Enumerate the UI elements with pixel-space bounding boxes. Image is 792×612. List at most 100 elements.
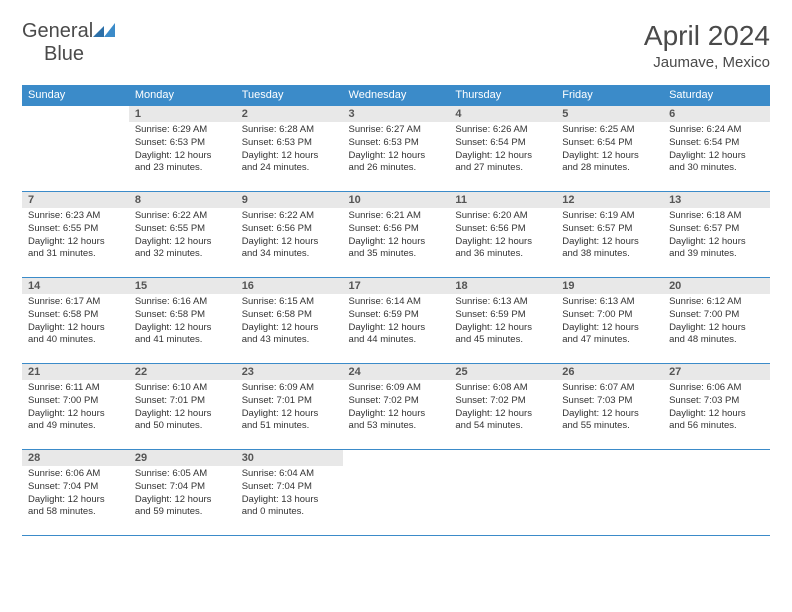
calendar-cell: 10Sunrise: 6:21 AMSunset: 6:56 PMDayligh… [343,192,450,278]
calendar-cell: 28Sunrise: 6:06 AMSunset: 7:04 PMDayligh… [22,450,129,536]
calendar-row: 7Sunrise: 6:23 AMSunset: 6:55 PMDaylight… [22,192,770,278]
day-info-line: Sunrise: 6:13 AM [455,296,550,309]
day-info: Sunrise: 6:22 AMSunset: 6:56 PMDaylight:… [236,208,343,265]
day-info-line: Sunset: 6:53 PM [349,137,444,150]
header: General Blue April 2024 Jaumave, Mexico [22,20,770,71]
day-info: Sunrise: 6:12 AMSunset: 7:00 PMDaylight:… [663,294,770,351]
day-info-line: Sunrise: 6:09 AM [242,382,337,395]
day-number: 23 [236,364,343,380]
day-info-line: Sunset: 7:01 PM [135,395,230,408]
day-info: Sunrise: 6:29 AMSunset: 6:53 PMDaylight:… [129,122,236,179]
day-info-line: Daylight: 12 hours [242,408,337,421]
day-info-line: Sunset: 7:02 PM [349,395,444,408]
day-number: 16 [236,278,343,294]
day-info-line: and 43 minutes. [242,334,337,347]
day-info-line: Daylight: 12 hours [135,322,230,335]
day-info-line: Sunset: 6:57 PM [562,223,657,236]
day-info-line: Daylight: 12 hours [669,150,764,163]
page-title: April 2024 [644,20,770,52]
day-info-line: Sunrise: 6:05 AM [135,468,230,481]
calendar-cell: 12Sunrise: 6:19 AMSunset: 6:57 PMDayligh… [556,192,663,278]
calendar-cell: 7Sunrise: 6:23 AMSunset: 6:55 PMDaylight… [22,192,129,278]
day-info-line: Daylight: 12 hours [135,408,230,421]
day-info-line: and 47 minutes. [562,334,657,347]
day-info-line: Daylight: 12 hours [455,236,550,249]
day-info-line: Sunrise: 6:28 AM [242,124,337,137]
day-info-line: and 36 minutes. [455,248,550,261]
day-info-line: Sunset: 6:59 PM [455,309,550,322]
day-info-line: Daylight: 12 hours [455,322,550,335]
day-number: 30 [236,450,343,466]
calendar-cell: 20Sunrise: 6:12 AMSunset: 7:00 PMDayligh… [663,278,770,364]
day-info-line: Daylight: 12 hours [669,408,764,421]
calendar-cell: 2Sunrise: 6:28 AMSunset: 6:53 PMDaylight… [236,106,343,192]
day-number: 4 [449,106,556,122]
day-number: 13 [663,192,770,208]
day-info: Sunrise: 6:28 AMSunset: 6:53 PMDaylight:… [236,122,343,179]
day-info-line: Sunrise: 6:20 AM [455,210,550,223]
day-info-line: and 39 minutes. [669,248,764,261]
day-info-line: Sunset: 7:04 PM [135,481,230,494]
day-info: Sunrise: 6:05 AMSunset: 7:04 PMDaylight:… [129,466,236,523]
day-number: 6 [663,106,770,122]
day-info-line: Sunrise: 6:25 AM [562,124,657,137]
day-info: Sunrise: 6:06 AMSunset: 7:04 PMDaylight:… [22,466,129,523]
day-info-line: Sunrise: 6:17 AM [28,296,123,309]
day-info-line: and 40 minutes. [28,334,123,347]
day-info-line: Sunset: 6:58 PM [135,309,230,322]
calendar-cell: 4Sunrise: 6:26 AMSunset: 6:54 PMDaylight… [449,106,556,192]
weekday-header: Saturday [663,85,770,106]
day-info-line: Daylight: 12 hours [669,322,764,335]
day-info-line: Daylight: 12 hours [28,322,123,335]
weekday-header: Tuesday [236,85,343,106]
day-info-line: Daylight: 12 hours [562,322,657,335]
day-info-line: Sunset: 6:56 PM [242,223,337,236]
day-info: Sunrise: 6:16 AMSunset: 6:58 PMDaylight:… [129,294,236,351]
day-info-line: Sunset: 6:53 PM [135,137,230,150]
day-info-line: Sunrise: 6:08 AM [455,382,550,395]
day-number: 15 [129,278,236,294]
day-info-line: Sunrise: 6:14 AM [349,296,444,309]
day-info-line: Sunrise: 6:10 AM [135,382,230,395]
day-info-line: and 30 minutes. [669,162,764,175]
day-info-line: Daylight: 12 hours [455,408,550,421]
logo-word1: General [22,20,93,42]
day-info-line: and 45 minutes. [455,334,550,347]
day-info-line: and 41 minutes. [135,334,230,347]
day-info-line: and 35 minutes. [349,248,444,261]
day-info-line: Sunset: 6:56 PM [455,223,550,236]
day-info-line: Daylight: 12 hours [669,236,764,249]
day-info-line: Sunset: 6:57 PM [669,223,764,236]
day-info-line: Sunset: 7:00 PM [669,309,764,322]
day-info-line: Sunrise: 6:29 AM [135,124,230,137]
day-info-line: and 59 minutes. [135,506,230,519]
day-info: Sunrise: 6:18 AMSunset: 6:57 PMDaylight:… [663,208,770,265]
title-block: April 2024 Jaumave, Mexico [644,20,770,71]
day-info: Sunrise: 6:17 AMSunset: 6:58 PMDaylight:… [22,294,129,351]
day-info-line: Sunrise: 6:15 AM [242,296,337,309]
day-info: Sunrise: 6:04 AMSunset: 7:04 PMDaylight:… [236,466,343,523]
calendar-cell [22,106,129,192]
day-info-line: and 48 minutes. [669,334,764,347]
calendar-cell: 18Sunrise: 6:13 AMSunset: 6:59 PMDayligh… [449,278,556,364]
weekday-header-row: Sunday Monday Tuesday Wednesday Thursday… [22,85,770,106]
day-info-line: Sunset: 6:56 PM [349,223,444,236]
day-info-line: Sunrise: 6:27 AM [349,124,444,137]
calendar-cell: 26Sunrise: 6:07 AMSunset: 7:03 PMDayligh… [556,364,663,450]
day-info: Sunrise: 6:24 AMSunset: 6:54 PMDaylight:… [663,122,770,179]
day-number: 5 [556,106,663,122]
day-info-line: Sunset: 6:55 PM [135,223,230,236]
day-info: Sunrise: 6:13 AMSunset: 7:00 PMDaylight:… [556,294,663,351]
calendar-cell: 16Sunrise: 6:15 AMSunset: 6:58 PMDayligh… [236,278,343,364]
day-info-line: and 24 minutes. [242,162,337,175]
day-info-line: Sunrise: 6:22 AM [135,210,230,223]
day-number: 28 [22,450,129,466]
calendar-row: 21Sunrise: 6:11 AMSunset: 7:00 PMDayligh… [22,364,770,450]
calendar-cell: 5Sunrise: 6:25 AMSunset: 6:54 PMDaylight… [556,106,663,192]
day-info: Sunrise: 6:21 AMSunset: 6:56 PMDaylight:… [343,208,450,265]
day-info-line: Sunrise: 6:18 AM [669,210,764,223]
day-info: Sunrise: 6:27 AMSunset: 6:53 PMDaylight:… [343,122,450,179]
calendar-cell: 11Sunrise: 6:20 AMSunset: 6:56 PMDayligh… [449,192,556,278]
calendar-cell: 9Sunrise: 6:22 AMSunset: 6:56 PMDaylight… [236,192,343,278]
logo: General Blue [22,20,115,66]
